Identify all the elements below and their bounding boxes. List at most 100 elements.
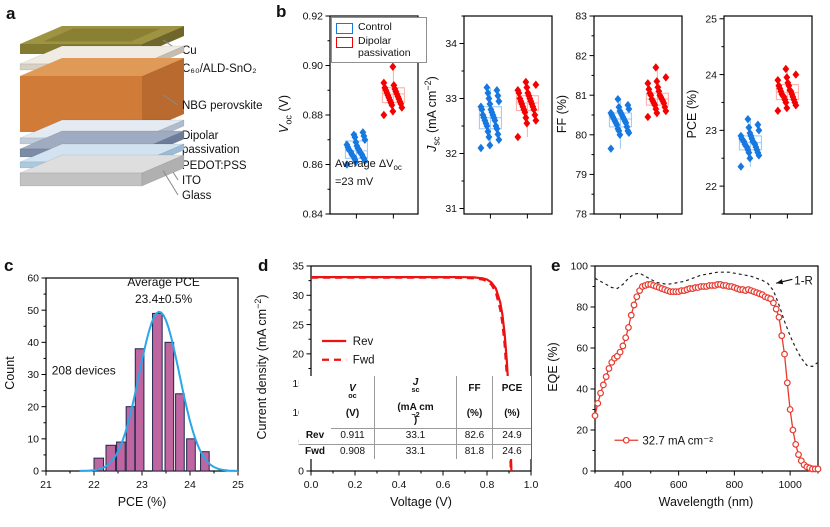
- panel-e-eqe: 0 20 40 60 80 100 400 600 800 1000 1-R 32.7 mA cm⁻²…: [545, 252, 830, 527]
- svg-text:60: 60: [27, 273, 39, 285]
- histogram-bars: [93, 312, 210, 472]
- b_pce-control-group: [737, 114, 763, 171]
- layer-label-c60: C₆₀/ALD-SnO₂: [182, 63, 257, 75]
- svg-text:0.6: 0.6: [436, 479, 451, 491]
- ff-axis-label: FF (%): [555, 94, 569, 134]
- panel-d-label: d: [258, 256, 269, 275]
- b_jsc-control-group: [477, 83, 503, 153]
- jv-table-row-fwd: Fwd: [299, 443, 331, 460]
- legend-entry-control: Control: [336, 21, 422, 34]
- svg-text:100: 100: [570, 261, 588, 273]
- legend-entry-dipolar: Dipolar passivation: [336, 35, 422, 59]
- pce-x-axis-label: PCE (%): [117, 495, 167, 509]
- svg-text:83: 83: [575, 11, 587, 23]
- layer-label-nbg: NBG perovskite: [182, 100, 263, 112]
- jv-fwd-pce: 24.6: [493, 443, 531, 460]
- jv-table-header-pce: PCE (%): [501, 383, 523, 420]
- svg-text:23: 23: [136, 479, 148, 491]
- svg-text:30: 30: [292, 290, 304, 302]
- axes: 78 79 80 81 82 83: [575, 11, 683, 221]
- voc-axis-label: Voc (V): [277, 95, 294, 133]
- dipolar-swatch: [336, 37, 353, 48]
- svg-text:78: 78: [575, 209, 587, 221]
- svg-text:0: 0: [582, 466, 588, 478]
- b_jsc-dipolar-group: [514, 77, 540, 142]
- jv-legend-rev: Rev: [353, 336, 374, 348]
- svg-text:20: 20: [27, 401, 39, 413]
- legend-dipolar-label: Dipolar passivation: [358, 35, 411, 60]
- eqe-curve: [591, 281, 822, 473]
- svg-text:0.0: 0.0: [304, 479, 319, 491]
- chart-jsc: 31 32 33 34 Jsc (mA cm−2): [423, 0, 560, 242]
- svg-text:80: 80: [575, 130, 587, 142]
- svg-text:33: 33: [445, 93, 457, 105]
- one-minus-r-annotation: 1-R: [776, 275, 813, 287]
- panel-c-label: c: [4, 256, 14, 275]
- svg-text:25: 25: [292, 319, 304, 331]
- svg-text:0: 0: [33, 466, 39, 478]
- jv-table-row-rev: Rev: [305, 429, 325, 441]
- svg-text:400: 400: [614, 479, 632, 491]
- svg-text:81: 81: [575, 90, 587, 102]
- pce-histogram: 0 10 20 30 40 50 60 21 22 23 24 25 Average PCE 23.4±0…: [27, 273, 244, 491]
- svg-text:30: 30: [27, 369, 39, 381]
- jv-series-fwd: Fwd: [311, 276, 512, 472]
- jv-legend-fwd: Fwd: [353, 355, 375, 367]
- svg-text:82: 82: [575, 50, 587, 62]
- svg-text:0.86: 0.86: [303, 159, 324, 171]
- svg-text:0.2: 0.2: [348, 479, 363, 491]
- svg-text:0.90: 0.90: [303, 60, 324, 72]
- layer-leader-glass: [162, 170, 179, 196]
- pce-axis-label: PCE (%): [685, 89, 699, 139]
- svg-text:31: 31: [445, 203, 457, 215]
- svg-text:50: 50: [27, 305, 39, 317]
- b_voc-control-group: [343, 128, 369, 169]
- jv-rev-pce: 24.9: [493, 428, 531, 444]
- ff-strip-plot: 78 79 80 81 82 83: [575, 11, 683, 221]
- svg-text:35: 35: [292, 261, 304, 273]
- svg-text:0: 0: [298, 466, 304, 478]
- axes: 0.84 0.86 0.88 0.90 0.92: [303, 11, 419, 221]
- layer-label-ito: ITO: [182, 175, 201, 187]
- axes: 22 23 24 25: [705, 13, 813, 215]
- axes: 0 20 40 60 80 100 400 600 800 1000: [570, 261, 819, 491]
- b_ff-control-group: [607, 94, 633, 153]
- eqe-axis-label: EQE (%): [546, 342, 560, 392]
- b_pce-dipolar-group: [774, 64, 800, 116]
- jsc-strip-plot: 31 32 33 34: [445, 15, 553, 219]
- svg-text:1-R: 1-R: [794, 275, 813, 287]
- panel-a-label: a: [6, 4, 16, 23]
- svg-text:0.84: 0.84: [303, 209, 324, 221]
- svg-text:20: 20: [292, 349, 304, 361]
- svg-text:10: 10: [292, 407, 304, 419]
- count-axis-label: Count: [3, 356, 17, 390]
- svg-text:25: 25: [232, 479, 244, 491]
- svg-text:21: 21: [40, 479, 52, 491]
- svg-text:23: 23: [705, 125, 717, 137]
- jv-rev-jsc: 33.1: [375, 428, 457, 444]
- pce-strip-plot: 22 23 24 25: [705, 13, 813, 219]
- one-minus-r-curve: [594, 271, 819, 368]
- jv-fwd-jsc: 33.1: [375, 443, 457, 459]
- panel-a-device-stack: Cu C₆₀/ALD-SnO₂ NBG perovskite Dipolar passi…: [0, 0, 270, 250]
- axes: 0 10 20 30 40 50 60 21 22 23 24 25: [27, 273, 244, 491]
- svg-text:10: 10: [27, 434, 39, 446]
- layer-leader-nbg: [162, 94, 179, 106]
- layer-label-cu: Cu: [182, 45, 197, 57]
- svg-text:800: 800: [726, 479, 744, 491]
- integrated-jsc-label: 32.7 mA cm⁻²: [642, 435, 713, 447]
- panel-e-label: e: [551, 256, 561, 275]
- jv-rev-voc: 0.911: [331, 428, 375, 444]
- panel-c-histogram: 0 10 20 30 40 50 60 21 22 23 24 25 Average PCE 23.4±0…: [0, 252, 252, 527]
- jv-fwd-ff: 81.8: [457, 443, 493, 459]
- svg-text:1.0: 1.0: [524, 479, 539, 491]
- svg-text:24: 24: [184, 479, 196, 491]
- svg-text:25: 25: [705, 13, 717, 25]
- eqe-legend: 32.7 mA cm⁻²: [614, 435, 713, 447]
- svg-text:0.4: 0.4: [392, 479, 407, 491]
- svg-text:22: 22: [88, 479, 100, 491]
